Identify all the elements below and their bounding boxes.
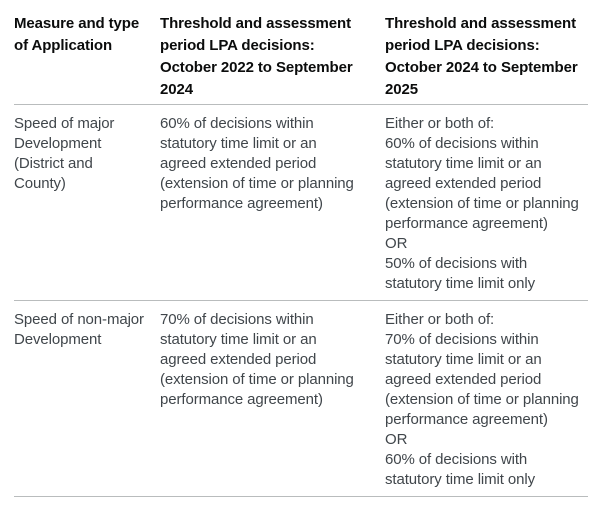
table-row: Speed of non-major Development 70% of de…: [14, 301, 588, 497]
measure-cell: Speed of major Development (District and…: [14, 115, 115, 192]
measure-cell: Speed of non-major Development: [14, 311, 144, 348]
table-row: Speed of major Development (District and…: [14, 105, 588, 301]
threshold-2022-2024-cell: 70% of decisions within statutory time l…: [160, 311, 354, 408]
thresholds-table: Measure and type of Application Threshol…: [14, 0, 588, 497]
threshold-2024-2025-cell: Either or both of: 60% of decisions with…: [385, 115, 579, 292]
header-row: Measure and type of Application Threshol…: [14, 0, 588, 105]
threshold-2022-2024-cell: 60% of decisions within statutory time l…: [160, 115, 354, 212]
column-header-threshold-2022-2024: Threshold and assessment period LPA deci…: [160, 15, 353, 98]
page: Measure and type of Application Threshol…: [14, 0, 588, 497]
threshold-2024-2025-cell: Either or both of: 70% of decisions with…: [385, 311, 579, 488]
column-header-measure: Measure and type of Application: [14, 15, 140, 54]
column-header-threshold-2024-2025: Threshold and assessment period LPA deci…: [385, 15, 578, 98]
table-body: Speed of major Development (District and…: [14, 105, 588, 497]
table-header: Measure and type of Application Threshol…: [14, 0, 588, 105]
